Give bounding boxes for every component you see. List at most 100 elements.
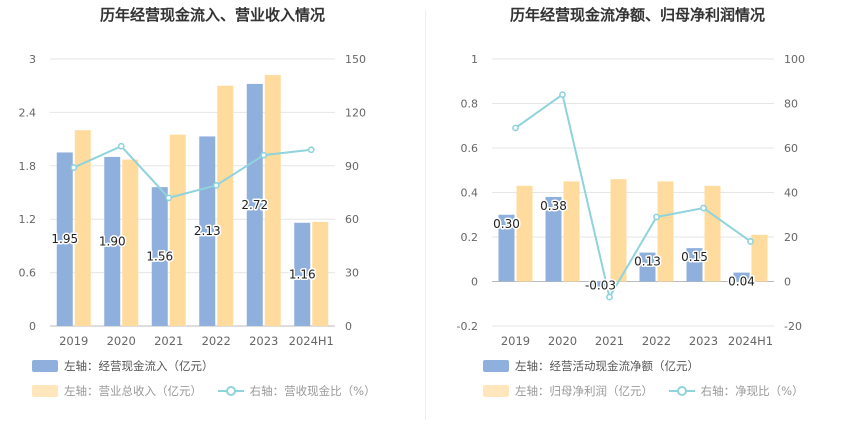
bar-series-2 [169, 134, 186, 326]
bar-series-1 [686, 248, 703, 282]
data-label: 1.56 [146, 250, 173, 264]
y-left-tick-label: 1 [471, 53, 478, 66]
data-label: -0.03 [585, 279, 616, 293]
bar-series-1 [294, 222, 311, 326]
bar-series-2 [74, 130, 91, 326]
x-tick-label: 2024H1 [289, 334, 334, 348]
line-point [700, 204, 707, 212]
chart-plot-netcash-profit: -0.2 -20 0 0 0.2 20 0.4 40 0.6 60 0.8 80 1 100 2019 202… [457, 53, 805, 348]
x-tick-label: 2022 [202, 334, 231, 348]
legend-item-revenue-cash-ratio[interactable]: 右轴：营收现金比（%） [217, 383, 376, 399]
y-left-tick-label: 0.6 [19, 267, 37, 280]
y-left-tick-label: 0 [29, 320, 36, 333]
data-label: 1.16 [289, 267, 316, 281]
line-point [747, 238, 754, 245]
line-point [307, 146, 315, 154]
legend-item-net-profit[interactable]: 左轴：归母净利润（亿元） [483, 383, 653, 399]
y-right-tick-label: 60 [784, 142, 798, 155]
x-tick-label: 2024H1 [728, 334, 773, 348]
legend-label: 左轴：归母净利润（亿元） [515, 384, 653, 398]
line-series-ratio [514, 92, 752, 300]
legend-label: 右轴：净现比（%） [700, 384, 804, 398]
x-tick-label: 2020 [107, 334, 136, 348]
x-tick-label: 2020 [548, 334, 577, 348]
legend-swatch-orange [32, 385, 58, 397]
line-point [606, 293, 613, 301]
data-label: 0.04 [728, 275, 755, 289]
legend-item-net-cash-ratio[interactable]: 右轴：净现比（%） [668, 383, 804, 399]
x-tick-label: 2021 [154, 334, 183, 348]
y-left-tick-label: 0.2 [461, 231, 479, 244]
y-right-tick-label: 30 [345, 267, 359, 280]
data-label: 0.38 [540, 199, 567, 213]
chart-title: 历年经营现金流入、营业收入情况 [99, 6, 325, 24]
y-left-tick-label: 0.4 [461, 187, 479, 200]
y-right-tick-label: -20 [784, 320, 802, 333]
x-tick-label: 2023 [689, 334, 718, 348]
line-point [559, 91, 566, 98]
legend-label: 左轴：经营现金流入（亿元） [64, 359, 214, 373]
chart-panel-netcash-profit: 历年经营现金流净额、归母净利润情况 -0.2 -20 0 0 0.2 20 0.4 40 0.6… [425, 0, 850, 437]
panel-divider [425, 10, 426, 420]
y-right-tick-label: 60 [345, 213, 359, 226]
y-right-tick-label: 80 [784, 98, 798, 111]
bar-series-1 [151, 187, 168, 326]
bar-series-2 [264, 75, 281, 327]
data-label: 0.15 [681, 250, 708, 264]
legend: 左轴：经营活动现金流净额（亿元） [483, 358, 711, 375]
data-label: 1.90 [99, 234, 126, 248]
y-right-tick-label: 100 [784, 53, 805, 66]
legend-row-2: 左轴：营业总收入（亿元） 右轴：营收现金比（%） [32, 383, 388, 400]
data-label: 2.13 [194, 224, 221, 238]
line-series-ratio [73, 145, 312, 199]
y-left-tick-label: 0.8 [461, 98, 479, 111]
bar-series-1 [639, 252, 656, 282]
legend-swatch-orange [483, 385, 509, 397]
y-right-tick-label: 20 [784, 231, 798, 244]
bar-series-2 [312, 221, 329, 326]
legend-swatch-blue [32, 360, 58, 372]
data-label: 1.95 [51, 232, 78, 246]
line-point [260, 151, 268, 159]
line-point [512, 124, 519, 132]
bar-series-1 [246, 83, 263, 326]
bar-series-2 [657, 181, 674, 282]
legend-line-marker-icon [668, 385, 695, 397]
legend-item-cash-inflow[interactable]: 左轴：经营现金流入（亿元） [32, 358, 214, 374]
bar-series-1 [56, 152, 73, 326]
y-right-tick-label: 0 [784, 276, 791, 289]
y-left-tick-label: 1.2 [19, 213, 37, 226]
y-right-tick-label: 40 [784, 187, 798, 200]
legend-item-net-operating-cash[interactable]: 左轴：经营活动现金流净额（亿元） [483, 358, 699, 374]
y-left-tick-label: -0.2 [457, 320, 478, 333]
line-point [653, 213, 660, 221]
legend: 左轴：经营现金流入（亿元） [32, 358, 226, 375]
bar-series-2 [516, 185, 533, 282]
legend-row-2: 左轴：归母净利润（亿元） 右轴：净现比（%） [483, 383, 816, 400]
bar-series-1 [199, 136, 216, 326]
chart-plot-cashflow-revenue: 0 0 0.6 30 1.2 60 1.8 90 2.4 120 3 150 2019 2020 2021 2… [19, 53, 367, 348]
x-tick-label: 2022 [642, 334, 671, 348]
y-right-tick-label: 90 [345, 160, 359, 173]
chart-panel-cashflow-revenue: 历年经营现金流入、营业收入情况 0 0 0.6 30 1.2 60 1.8 90 2.4 120 3… [19, 6, 388, 400]
y-right-tick-label: 120 [345, 106, 366, 119]
line-point [70, 164, 78, 171]
data-label: 0.13 [634, 255, 661, 269]
line-point [165, 194, 173, 202]
bar-series-1 [498, 214, 515, 282]
y-left-tick-label: 3 [29, 53, 36, 66]
bar-series-2 [217, 85, 234, 326]
bar-series-2 [704, 185, 721, 282]
legend-swatch-blue [483, 360, 509, 372]
y-left-tick-label: 0.6 [461, 142, 479, 155]
bar-series-1 [545, 196, 562, 282]
y-right-tick-label: 0 [345, 320, 352, 333]
y-left-tick-label: 2.4 [19, 106, 37, 119]
data-label: 0.30 [493, 217, 520, 231]
legend-label: 左轴：营业总收入（亿元） [64, 384, 202, 398]
y-left-tick-label: 1.8 [19, 160, 37, 173]
x-tick-label: 2019 [59, 334, 88, 348]
legend-item-revenue[interactable]: 左轴：营业总收入（亿元） [32, 383, 202, 399]
y-right-tick-label: 150 [345, 53, 366, 66]
